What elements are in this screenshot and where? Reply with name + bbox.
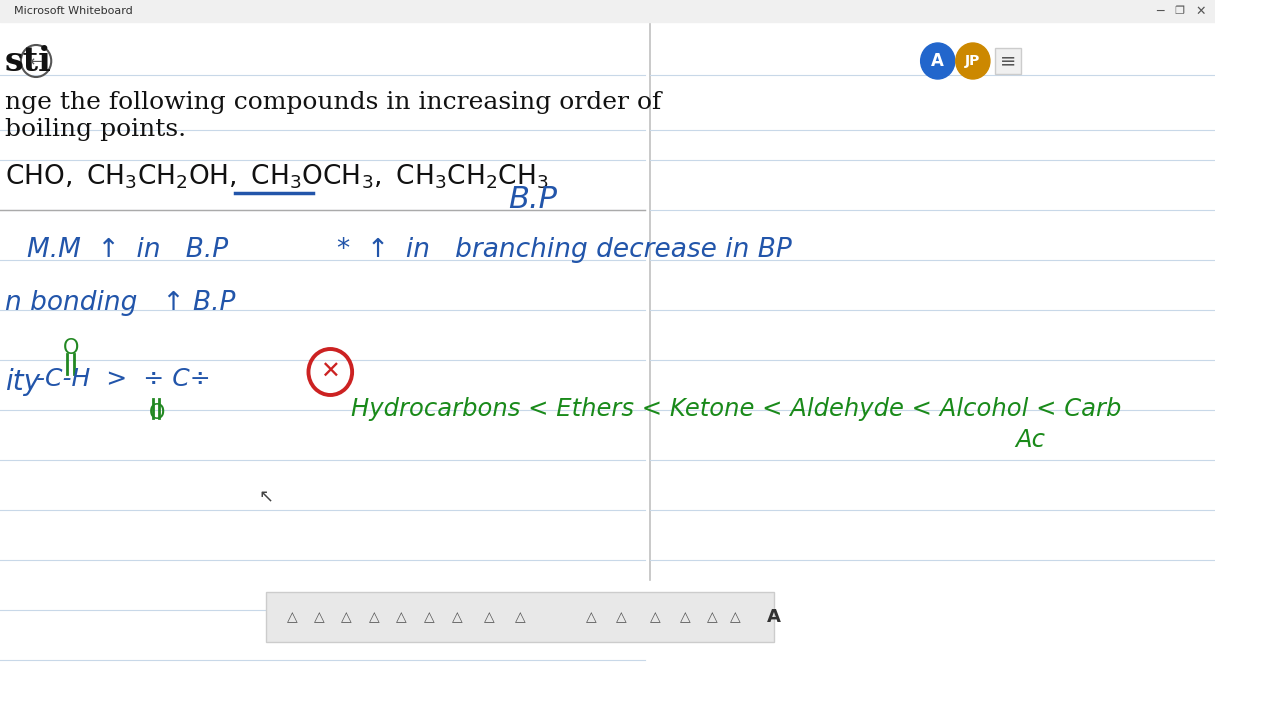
Text: -C-H  >  ÷ C÷: -C-H > ÷ C÷ [36, 367, 211, 391]
Text: △: △ [340, 610, 352, 624]
Text: O: O [148, 403, 165, 423]
Text: *  ↑  in   branching decrease in BP: * ↑ in branching decrease in BP [337, 237, 792, 263]
Text: JP: JP [965, 54, 980, 68]
Text: Ac: Ac [1015, 428, 1046, 452]
Text: △: △ [369, 610, 379, 624]
Text: ✕: ✕ [1196, 4, 1206, 17]
Text: n bonding   ↑ B.P: n bonding ↑ B.P [5, 290, 236, 316]
Text: sti: sti [5, 45, 51, 78]
Text: △: △ [586, 610, 596, 624]
Text: ↖: ↖ [259, 488, 274, 506]
Text: ity: ity [5, 368, 40, 396]
Bar [0, 0, 1215, 22]
Bar [995, 48, 1021, 74]
Text: boiling points.: boiling points. [5, 118, 186, 141]
Text: nge the following compounds in increasing order of: nge the following compounds in increasin… [5, 91, 660, 114]
Text: △: △ [617, 610, 627, 624]
Text: B.P: B.P [508, 185, 557, 214]
Text: △: △ [484, 610, 494, 624]
Text: △: △ [649, 610, 660, 624]
Text: ≡: ≡ [1000, 52, 1016, 71]
Text: M.M  ↑  in   B.P: M.M ↑ in B.P [27, 237, 228, 263]
Text: ✕: ✕ [320, 360, 340, 384]
Text: △: △ [287, 610, 298, 624]
Bar [266, 592, 773, 642]
Text: △: △ [452, 610, 463, 624]
Text: △: △ [731, 610, 741, 624]
Text: A: A [767, 608, 781, 626]
Text: ─: ─ [1156, 4, 1164, 17]
Text: △: △ [397, 610, 407, 624]
Text: O: O [63, 338, 79, 358]
Text: ❐: ❐ [1175, 6, 1185, 16]
Circle shape [920, 43, 955, 79]
Text: △: △ [314, 610, 324, 624]
Text: △: △ [707, 610, 717, 624]
Text: Hydrocarbons < Ethers < Ketone < Aldehyde < Alcohol < Carb: Hydrocarbons < Ethers < Ketone < Aldehyd… [351, 397, 1121, 421]
Circle shape [956, 43, 989, 79]
Text: Microsoft Whiteboard: Microsoft Whiteboard [14, 6, 133, 16]
Text: △: △ [515, 610, 525, 624]
Text: ←: ← [29, 55, 42, 70]
Text: △: △ [424, 610, 434, 624]
Text: A: A [932, 52, 945, 70]
Text: △: △ [680, 610, 691, 624]
Text: $\mathregular{CHO,\ CH_3CH_2OH,\ CH_3OCH_3,\ CH_3CH_2CH_3}$: $\mathregular{CHO,\ CH_3CH_2OH,\ CH_3OCH… [5, 162, 548, 191]
